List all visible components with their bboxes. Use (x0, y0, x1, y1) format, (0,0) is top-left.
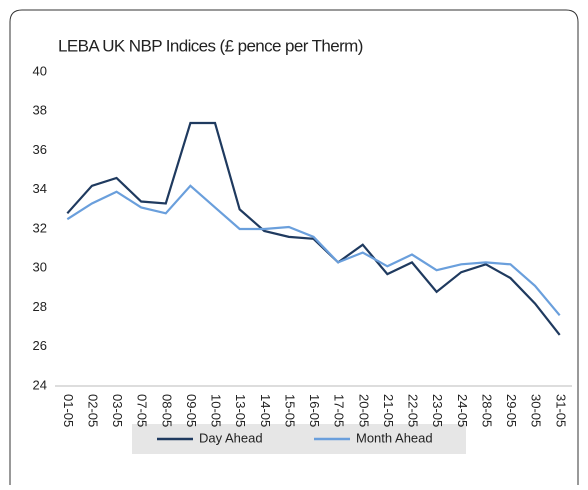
y-tick-label: 28 (33, 299, 47, 314)
x-tick-label: 31-05 (553, 394, 568, 427)
x-tick-label: 10-05 (209, 394, 224, 427)
x-tick-label: 02-05 (85, 394, 100, 427)
x-tick-label: 03-05 (110, 394, 125, 427)
x-tick-label: 15-05 (282, 394, 297, 427)
x-tick-label: 28-05 (479, 394, 494, 427)
y-tick-label: 24 (33, 377, 47, 392)
x-tick-label: 30-05 (529, 394, 544, 427)
x-tick-label: 09-05 (184, 394, 199, 427)
x-tick-label: 21-05 (381, 394, 396, 427)
chart-title: LEBA UK NBP Indices (£ pence per Therm) (58, 36, 363, 55)
y-tick-label: 26 (33, 338, 47, 353)
y-tick-label: 34 (33, 181, 47, 196)
x-tick-label: 22-05 (406, 394, 421, 427)
line-series (66, 121, 561, 336)
x-tick-label: 07-05 (135, 394, 150, 427)
chart-frame (9, 9, 579, 485)
x-tick-label: 17-05 (332, 394, 347, 427)
legend-label: Month Ahead (356, 430, 433, 445)
y-tick-label: 38 (33, 103, 47, 118)
x-tick-label: 23-05 (430, 394, 445, 427)
y-tick-label: 40 (33, 63, 47, 78)
x-tick-label: 24-05 (455, 394, 470, 427)
x-tick-label: 13-05 (233, 394, 248, 427)
y-tick-label: 36 (33, 142, 47, 157)
y-tick-label: 30 (33, 260, 47, 275)
y-tick-label: 32 (33, 220, 47, 235)
x-tick-label: 08-05 (159, 394, 174, 427)
x-tick-label: 01-05 (61, 394, 76, 427)
x-tick-label: 20-05 (356, 394, 371, 427)
x-tick-label: 16-05 (307, 394, 322, 427)
x-tick-label: 29-05 (504, 394, 519, 427)
x-tick-label: 14-05 (258, 394, 273, 427)
line-series (66, 184, 561, 317)
legend-label: Day Ahead (199, 430, 263, 445)
